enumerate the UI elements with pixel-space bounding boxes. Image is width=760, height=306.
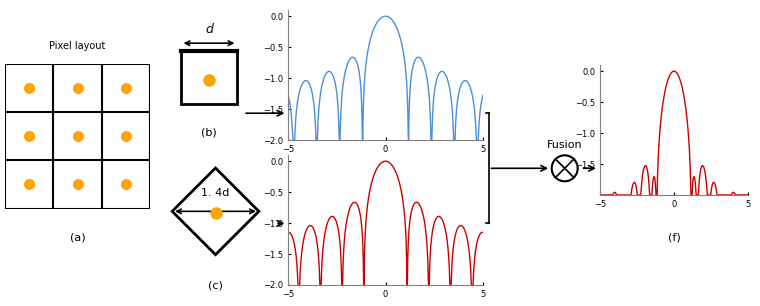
Text: d: d (205, 23, 213, 36)
Text: (a): (a) (70, 233, 85, 243)
Text: (f): (f) (667, 232, 680, 242)
Text: Pixel layout: Pixel layout (49, 41, 106, 51)
Text: (d): (d) (378, 177, 394, 187)
Text: (c): (c) (208, 281, 223, 291)
Text: Fusion: Fusion (547, 140, 583, 150)
Text: (b): (b) (201, 127, 217, 137)
Text: 1. 4d: 1. 4d (201, 188, 230, 198)
